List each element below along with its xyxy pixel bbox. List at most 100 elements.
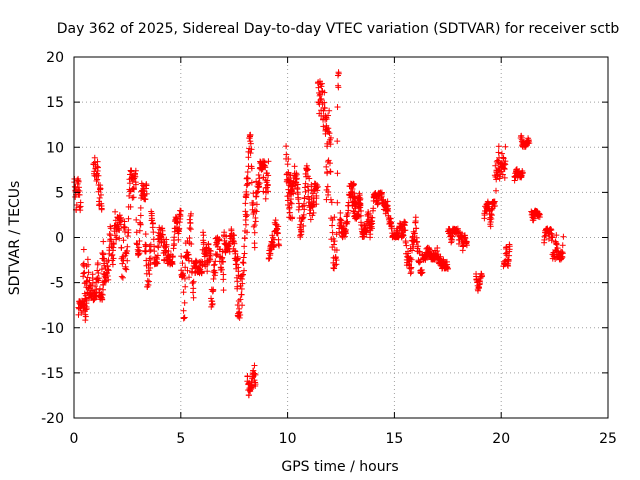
data-point	[331, 265, 338, 272]
data-point	[492, 162, 499, 169]
data-point	[163, 236, 170, 243]
data-point	[344, 218, 351, 225]
data-point	[356, 199, 363, 206]
data-point	[502, 158, 509, 165]
data-point	[85, 261, 92, 268]
data-point	[149, 220, 156, 227]
data-point	[236, 308, 243, 315]
data-point	[304, 183, 311, 190]
data-point	[100, 250, 107, 257]
data-point	[240, 254, 247, 261]
data-point	[518, 173, 525, 180]
data-point	[182, 283, 189, 290]
data-point	[331, 214, 338, 221]
data-point	[536, 214, 543, 221]
data-point	[287, 171, 294, 178]
data-point	[109, 251, 116, 258]
data-point	[491, 202, 498, 209]
data-point	[248, 146, 255, 153]
data-point	[125, 229, 132, 236]
data-point	[297, 221, 304, 228]
data-point	[251, 370, 258, 377]
data-point	[327, 168, 334, 175]
data-point	[506, 243, 513, 250]
data-point	[175, 236, 182, 243]
data-point	[184, 267, 191, 274]
data-point	[264, 188, 271, 195]
data-point	[417, 258, 424, 265]
data-point	[403, 242, 410, 249]
y-axis-label: SDTVAR / TECUs	[7, 181, 23, 296]
data-point	[247, 150, 254, 157]
data-point	[181, 314, 188, 321]
data-point	[76, 191, 83, 198]
data-point	[154, 256, 161, 263]
data-point	[316, 89, 323, 96]
data-point	[305, 193, 312, 200]
data-point	[97, 191, 104, 198]
data-point	[169, 253, 176, 260]
data-point	[284, 197, 291, 204]
data-point	[171, 234, 178, 241]
data-point	[325, 112, 332, 119]
data-point	[285, 155, 292, 162]
data-point	[541, 233, 548, 240]
data-point	[320, 123, 327, 130]
data-point	[82, 313, 89, 320]
data-point	[498, 150, 505, 157]
data-point	[181, 299, 188, 306]
data-point	[302, 188, 309, 195]
data-point	[301, 195, 308, 202]
data-point	[211, 261, 218, 268]
data-point	[276, 242, 283, 249]
data-point	[255, 171, 262, 178]
data-point	[474, 287, 481, 294]
data-point	[94, 158, 101, 165]
data-point	[180, 289, 187, 296]
data-point	[162, 249, 169, 256]
data-point	[244, 181, 251, 188]
data-point	[244, 175, 251, 182]
data-point	[119, 260, 126, 267]
data-point	[177, 207, 184, 214]
data-point	[360, 234, 367, 241]
data-point	[402, 227, 409, 234]
data-point	[186, 225, 193, 232]
data-point	[254, 189, 261, 196]
data-point	[82, 306, 89, 313]
data-point	[301, 184, 308, 191]
data-point	[234, 278, 241, 285]
y-tick-label: -20	[41, 411, 64, 427]
data-point	[343, 213, 350, 220]
data-point	[127, 203, 134, 210]
data-point	[286, 209, 293, 216]
data-point	[554, 245, 561, 252]
data-point	[136, 250, 143, 257]
data-point	[289, 214, 296, 221]
data-point	[297, 232, 304, 239]
data-point	[299, 203, 306, 210]
x-tick-label: 5	[176, 431, 185, 447]
data-point	[548, 237, 555, 244]
data-point	[361, 233, 368, 240]
data-point	[198, 270, 205, 277]
data-point	[334, 199, 341, 206]
data-point	[133, 216, 140, 223]
data-point	[91, 154, 98, 161]
data-point	[331, 238, 338, 245]
data-point	[410, 243, 417, 250]
data-point	[265, 172, 272, 179]
data-point	[252, 218, 259, 225]
data-point	[315, 84, 322, 91]
data-point	[310, 209, 317, 216]
data-point	[234, 256, 241, 263]
data-point	[245, 154, 252, 161]
data-point	[110, 240, 117, 247]
data-point	[241, 250, 248, 257]
data-point	[147, 246, 154, 253]
data-point	[284, 161, 291, 168]
data-point	[335, 70, 342, 77]
data-point	[110, 255, 117, 262]
data-point	[236, 314, 243, 321]
data-point	[495, 149, 502, 156]
